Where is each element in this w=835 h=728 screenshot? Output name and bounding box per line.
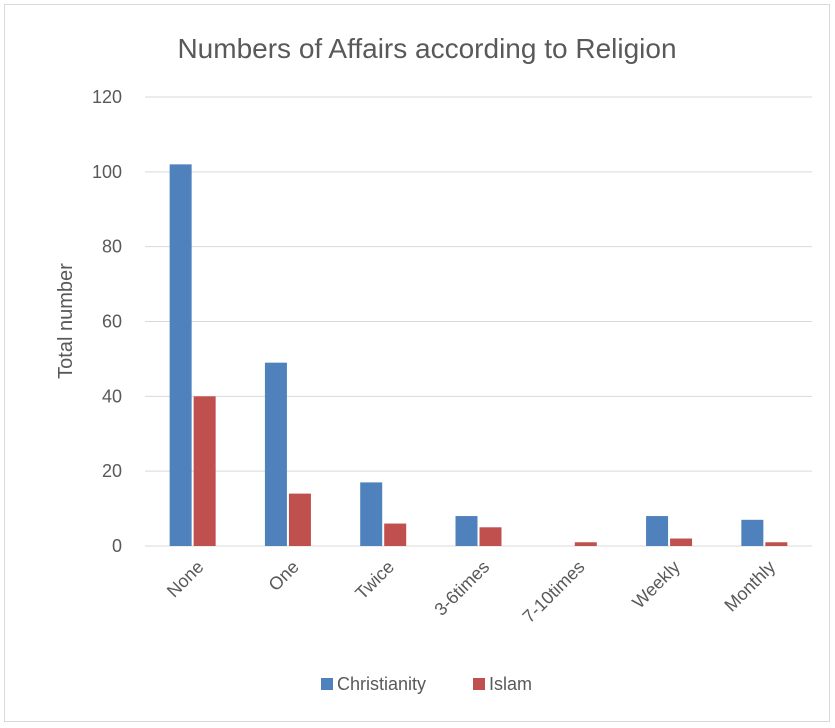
bar-christianity-weekly xyxy=(646,516,669,546)
y-tick-label: 120 xyxy=(92,87,122,107)
x-tick-label: Twice xyxy=(351,557,398,604)
legend-label-islam: Islam xyxy=(489,674,532,694)
y-tick-label: 60 xyxy=(102,312,122,332)
y-tick-label: 100 xyxy=(92,162,122,182)
x-tick-label: 3-6times xyxy=(430,557,493,620)
bar-islam-3-6times xyxy=(479,527,502,546)
x-tick-label: 7-10times xyxy=(519,557,589,627)
bar-islam-7-10times xyxy=(574,542,597,546)
y-tick-label: 80 xyxy=(102,237,122,257)
gridlines xyxy=(145,96,812,547)
bar-christianity-one xyxy=(264,362,287,546)
legend-swatch-islam xyxy=(473,678,485,690)
x-tick-label: Weekly xyxy=(628,557,684,613)
bar-islam-none xyxy=(193,396,216,546)
legend-swatch-christianity xyxy=(321,678,333,690)
bar-christianity-none xyxy=(169,164,192,546)
bars xyxy=(169,164,788,546)
y-tick-label: 20 xyxy=(102,461,122,481)
x-tick-label: One xyxy=(265,557,303,595)
x-tick-label: Monthly xyxy=(720,557,779,616)
bar-islam-monthly xyxy=(765,542,788,546)
x-tick-label: None xyxy=(163,557,208,602)
legend: Christianity Islam xyxy=(321,674,532,694)
bar-islam-weekly xyxy=(670,538,693,546)
chart-frame xyxy=(4,4,830,722)
chart-title: Numbers of Affairs according to Religion xyxy=(177,33,676,64)
y-axis-ticks: 0 20 40 60 80 100 120 xyxy=(92,87,122,556)
legend-label-christianity: Christianity xyxy=(337,674,426,694)
bar-islam-one xyxy=(288,493,311,546)
y-tick-label: 0 xyxy=(112,536,122,556)
bar-christianity-twice xyxy=(360,482,383,546)
y-tick-label: 40 xyxy=(102,386,122,406)
y-axis-title: Total number xyxy=(55,263,77,379)
bar-christianity-3-6times xyxy=(455,516,478,546)
x-axis-ticks: None One Twice 3-6times 7-10times Weekly Month… xyxy=(163,557,779,627)
bar-islam-twice xyxy=(384,523,407,546)
bar-christianity-monthly xyxy=(741,519,764,546)
